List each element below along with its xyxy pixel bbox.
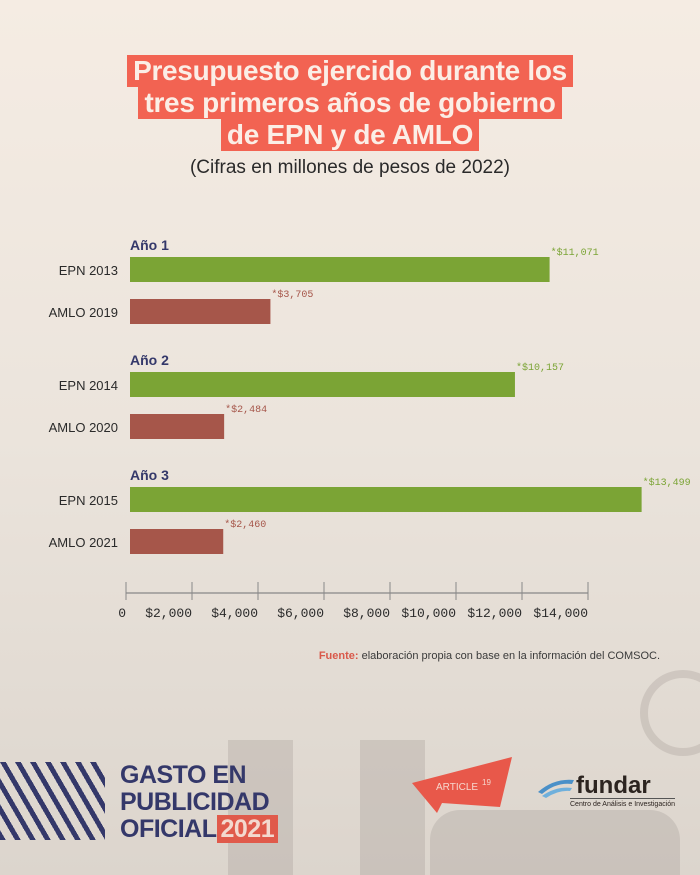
fundar-subtitle: Centro de Análisis e Investigación	[570, 798, 676, 808]
chart-title: Presupuesto ejercido durante los tres pr…	[0, 55, 700, 151]
data-label: *$13,499	[643, 477, 691, 489]
category-label: AMLO 2021	[49, 535, 118, 550]
data-label: *$3,705	[271, 289, 313, 301]
campaign-brand: GASTO EN PUBLICIDAD OFICIAL 2021	[120, 761, 279, 843]
x-tick-label: $10,000	[401, 606, 456, 621]
source-label: Fuente:	[318, 650, 359, 662]
data-label: *$2,484	[225, 404, 267, 416]
x-tick-label: $14,000	[533, 606, 588, 621]
brand-line-3: OFICIAL	[120, 815, 217, 843]
bar-amlo-2021	[130, 529, 224, 554]
x-tick-label: $6,000	[277, 606, 324, 621]
decorative-pattern	[228, 740, 293, 875]
x-tick-label: $2,000	[145, 606, 192, 621]
x-tick-label: $4,000	[211, 606, 258, 621]
bar-epn-2014	[130, 372, 515, 397]
brand-line-2: PUBLICIDAD	[120, 788, 270, 816]
fundar-name: fundar	[576, 772, 651, 799]
article19-sup: 19	[482, 778, 491, 787]
bar-epn-2013	[130, 257, 550, 282]
article19-logo: ARTICLE 19	[412, 757, 512, 813]
title-line-1: Presupuesto ejercido durante los	[127, 55, 573, 87]
group-label: Año 2	[130, 352, 169, 368]
data-label: *$2,460	[224, 519, 266, 531]
bar-chart: Año 1 EPN 2013 *$11,071 AMLO 2019 *$3,705 Año…	[49, 237, 691, 621]
stripes-decoration	[0, 762, 105, 840]
category-label: EPN 2014	[59, 378, 118, 393]
data-label: *$11,071	[551, 247, 599, 259]
decorative-circle	[640, 670, 700, 756]
x-tick-label: $12,000	[467, 606, 522, 621]
title-line-2: tres primeros años de gobierno	[138, 87, 562, 119]
category-label: AMLO 2019	[49, 305, 118, 320]
bar-amlo-2020	[130, 414, 225, 439]
bar-epn-2015	[130, 487, 642, 512]
x-tick-label: $8,000	[343, 606, 390, 621]
group-label: Año 3	[130, 467, 169, 483]
title-line-3: de EPN y de AMLO	[220, 119, 480, 151]
category-label: EPN 2013	[59, 263, 118, 278]
category-label: EPN 2015	[59, 493, 118, 508]
chart-subtitle: (Cifras en millones de pesos de 2022)	[189, 157, 510, 178]
source-note: Fuente: elaboración propia con base en l…	[319, 650, 660, 662]
fundar-wave-icon	[538, 779, 574, 798]
x-tick-label: 0	[118, 606, 126, 621]
bar-amlo-2019	[130, 299, 271, 324]
source-text: elaboración propia con base en la inform…	[358, 650, 660, 662]
group-label: Año 1	[130, 237, 169, 253]
brand-year: 2021	[216, 815, 279, 843]
fundar-logo: fundar Centro de Análisis e Investigació…	[536, 772, 676, 808]
data-label: *$10,157	[516, 362, 564, 374]
category-label: AMLO 2020	[49, 420, 118, 435]
decorative-pattern	[430, 810, 680, 875]
article19-text: ARTICLE	[436, 782, 478, 793]
brand-line-1: GASTO EN	[120, 761, 247, 789]
decorative-pattern	[360, 740, 425, 875]
